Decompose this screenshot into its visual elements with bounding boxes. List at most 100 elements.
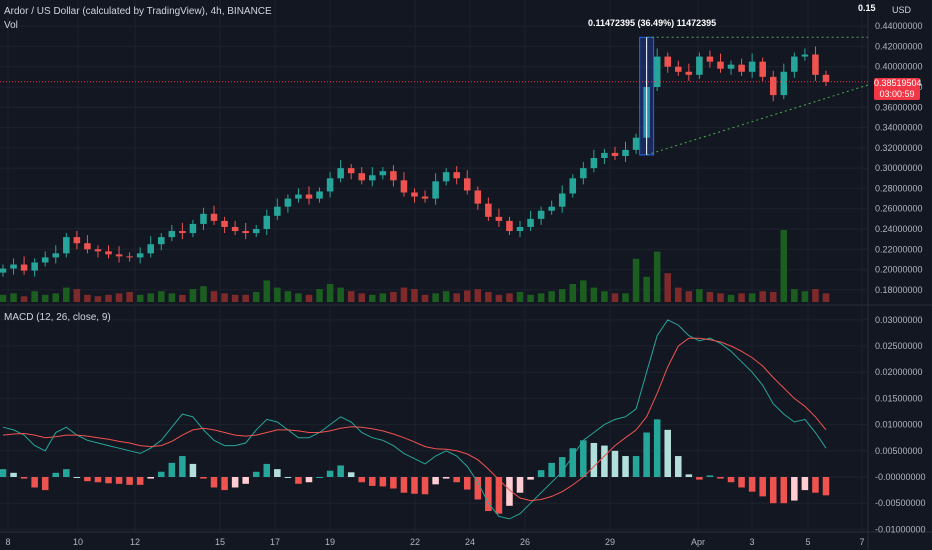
macd-histogram-bar [305, 477, 313, 483]
candle-body [580, 168, 587, 179]
candle-body [221, 220, 228, 227]
volume-bar [685, 291, 693, 302]
macd-line [2, 319, 827, 520]
price-tick-label: 0.20000000 [875, 265, 923, 275]
macd-histogram-bar [316, 477, 323, 478]
price-tick-label: 0.28000000 [875, 183, 923, 193]
macd-histogram-bar [337, 465, 344, 477]
macd-histogram-bar [495, 477, 503, 514]
macd-histogram-bar [274, 469, 281, 477]
volume-bar [147, 293, 154, 302]
candle-body [231, 226, 239, 232]
candle-body [0, 268, 7, 273]
candle-body [411, 192, 418, 197]
time-tick-label: 17 [270, 537, 280, 547]
candle-body [252, 229, 260, 234]
macd-histogram-bar [379, 477, 387, 487]
volume-bar [84, 294, 91, 302]
volume-bar [706, 291, 714, 302]
price-tick-label: 0.24000000 [875, 224, 923, 234]
macd-tick-label: 0.01000000 [875, 420, 923, 430]
volume-bar [210, 291, 218, 302]
macd-histogram-bar [822, 477, 830, 496]
candle-body [316, 191, 323, 199]
macd-label: MACD (12, 26, close, 9) [4, 312, 111, 323]
volume-bar [105, 294, 112, 302]
volume-bar [632, 258, 640, 302]
candle-body [812, 54, 819, 75]
macd-histogram-bar [369, 477, 376, 486]
volume-bar [601, 291, 608, 302]
macd-histogram-bar [157, 471, 165, 477]
volume-bar [358, 293, 366, 302]
candle-body [210, 213, 218, 221]
macd-histogram-bar [41, 477, 49, 491]
macd-histogram-bar [611, 450, 619, 477]
candle-body [369, 175, 376, 181]
macd-histogram-bar [706, 475, 714, 477]
candle-body [717, 61, 724, 69]
macd-histogram-bar [675, 456, 682, 477]
macd-tick-label: -0.00500000 [875, 498, 926, 508]
candle-body [94, 249, 102, 252]
candle-body [347, 168, 355, 174]
price-tick-label: 0.30000000 [875, 163, 923, 173]
candle-body [284, 198, 292, 207]
macd-histogram-bar [263, 463, 271, 477]
candle-body [696, 56, 703, 75]
time-tick-label: 29 [605, 537, 615, 547]
price-tick-label: 0.18000000 [875, 285, 923, 295]
volume-bar [822, 293, 830, 302]
candle-body [274, 206, 281, 216]
macd-histogram-bar [717, 477, 724, 479]
price-tick-label: 0.36000000 [875, 102, 923, 112]
macd-histogram-bar [20, 477, 28, 479]
time-tick-label: 12 [130, 537, 140, 547]
candle-body [84, 243, 91, 250]
volume-bar [189, 289, 197, 302]
macd-histogram-bar [622, 456, 629, 477]
candle-body [63, 237, 70, 254]
macd-histogram-bar [179, 456, 186, 477]
price-tick-label: 0.40000000 [875, 62, 923, 72]
candle-body [706, 56, 714, 62]
candle-body [453, 172, 460, 179]
volume-bar [94, 296, 102, 302]
volume-label: Vol [4, 20, 18, 31]
macd-histogram-bar [463, 477, 471, 490]
volume-bar [516, 291, 524, 302]
volume-bar [411, 289, 418, 302]
macd-histogram-bar [590, 442, 598, 477]
candle-body [622, 149, 629, 156]
macd-histogram-bar [84, 477, 91, 482]
volume-bar [284, 291, 292, 302]
volume-bar [52, 293, 60, 302]
macd-histogram-bar [769, 477, 777, 504]
candle-body [537, 210, 545, 219]
macd-histogram-bar [168, 462, 176, 477]
candle-body [780, 71, 788, 96]
macd-histogram-bar [242, 477, 249, 484]
candle-body [242, 231, 249, 234]
candle-body [10, 264, 17, 269]
volume-bar [664, 273, 672, 302]
time-tick-label: 19 [325, 537, 335, 547]
macd-histogram-bar [200, 477, 207, 479]
time-tick-label: 7 [859, 537, 864, 547]
macd-tick-label: 0.03000000 [875, 315, 923, 325]
volume-bar [432, 293, 439, 302]
volume-bar [653, 251, 661, 302]
candle-body [263, 215, 271, 229]
macd-histogram-bar [558, 457, 566, 477]
volume-bar [675, 287, 682, 302]
time-tick-label: 15 [215, 537, 225, 547]
macd-histogram-bar [105, 477, 112, 484]
macd-histogram-bar [812, 477, 819, 493]
volume-bar [791, 289, 798, 302]
candle-body [379, 171, 387, 176]
candle-body [432, 181, 439, 199]
macd-histogram-bar [94, 477, 102, 483]
candle-body [358, 173, 366, 181]
volume-bar [221, 293, 228, 302]
